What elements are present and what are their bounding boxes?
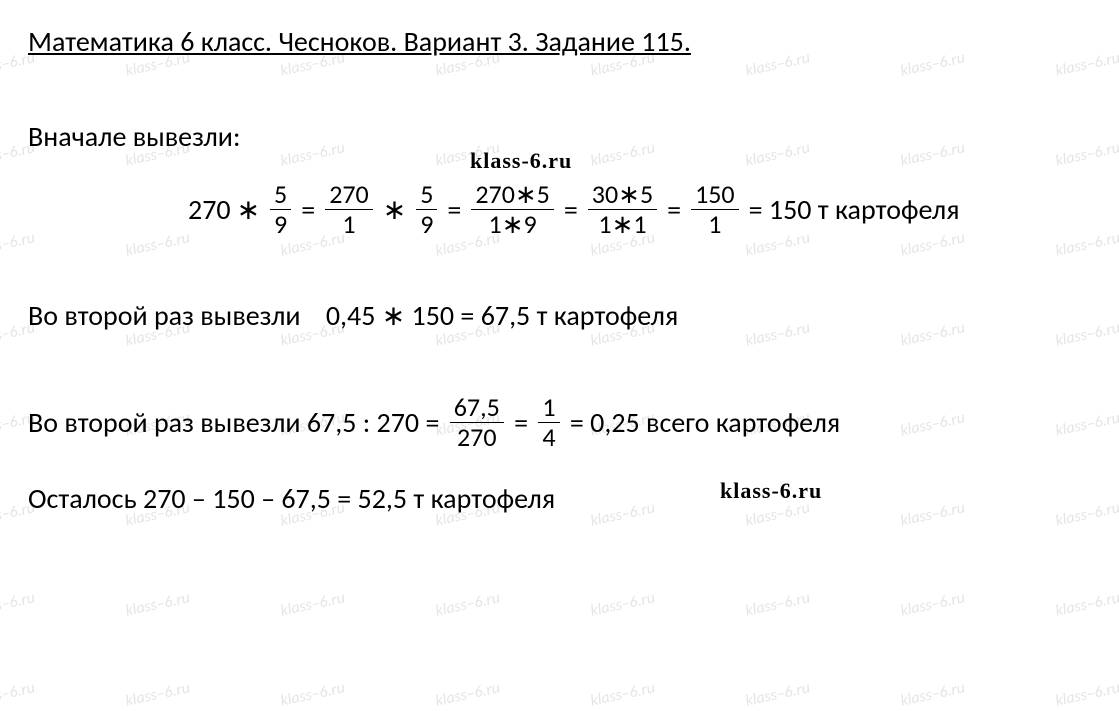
equation-1: 270 ∗ 5 9 = 270 1 ∗ 5 9 = 270∗5 1∗9 = 30… [188,180,1091,238]
watermark-text: klass–6.ru [589,678,657,710]
eq1-frac-4: 270∗5 1∗9 [471,180,554,238]
watermark-text: klass–6.ru [589,588,657,620]
brand-mark-1: klass-6.ru [470,148,572,174]
watermark-text: klass–6.ru [744,678,812,710]
watermark-text: klass–6.ru [279,678,347,710]
eq1-eq-1: = [301,192,315,227]
eq1-lead: 270 [188,192,231,227]
eq1-frac-6: 150 1 [691,180,739,238]
line-second-time-2: Во второй раз вывезли 67,5 : 270 = 67,5 … [28,393,1091,451]
eq1-frac-1: 5 9 [270,180,291,238]
eq1-eq-4: = [667,192,681,227]
watermark-text: klass–6.ru [0,588,37,620]
eq1-frac-3: 5 9 [416,180,437,238]
line4-text: Осталось 270 – 150 – 67,5 = 52,5 т карто… [28,481,555,516]
watermark-text: klass–6.ru [899,678,967,710]
eq1-eq-3: = [564,192,578,227]
line3-tail: = 0,25 всего картофеля [564,405,841,440]
brand-mark-2: klass-6.ru [720,478,822,504]
watermark-text: klass–6.ru [434,678,502,710]
line3-prefix: Во второй раз вывезли 67,5 : 270 = [28,405,446,440]
eq1-mul-2: ∗ [383,192,406,227]
watermark-text: klass–6.ru [744,588,812,620]
watermark-text: klass–6.ru [899,588,967,620]
line-remaining: Осталось 270 – 150 – 67,5 = 52,5 т карто… [28,481,1091,516]
eq1-tail: = 150 т картофеля [749,192,960,227]
eq1-mul-1: ∗ [237,192,260,227]
line2-expr: 0,45 ∗ 150 = 67,5 т картофеля [326,298,678,333]
line3-frac-1: 67,5 270 [450,393,504,451]
eq1-frac-5: 30∗5 1∗1 [588,180,657,238]
eq1-eq-2: = [447,192,461,227]
document-content: Математика 6 класс. Чесноков. Вариант 3.… [0,0,1119,570]
watermark-text: klass–6.ru [124,588,192,620]
line2-prefix: Во второй раз вывезли [28,298,326,333]
eq1-frac-2: 270 1 [325,180,373,238]
watermark-text: klass–6.ru [1054,588,1119,620]
watermark-text: klass–6.ru [434,588,502,620]
page-title: Математика 6 класс. Чесноков. Вариант 3.… [28,24,1091,59]
watermark-text: klass–6.ru [279,588,347,620]
line3-eq-1: = [508,405,535,440]
line3-frac-2: 1 4 [538,393,559,451]
line-second-time-1: Во второй раз вывезли 0,45 ∗ 150 = 67,5 … [28,298,1091,333]
watermark-text: klass–6.ru [0,678,37,710]
watermark-text: klass–6.ru [1054,678,1119,710]
line1-text: Вначале вывезли: [28,119,240,154]
watermark-text: klass–6.ru [124,678,192,710]
